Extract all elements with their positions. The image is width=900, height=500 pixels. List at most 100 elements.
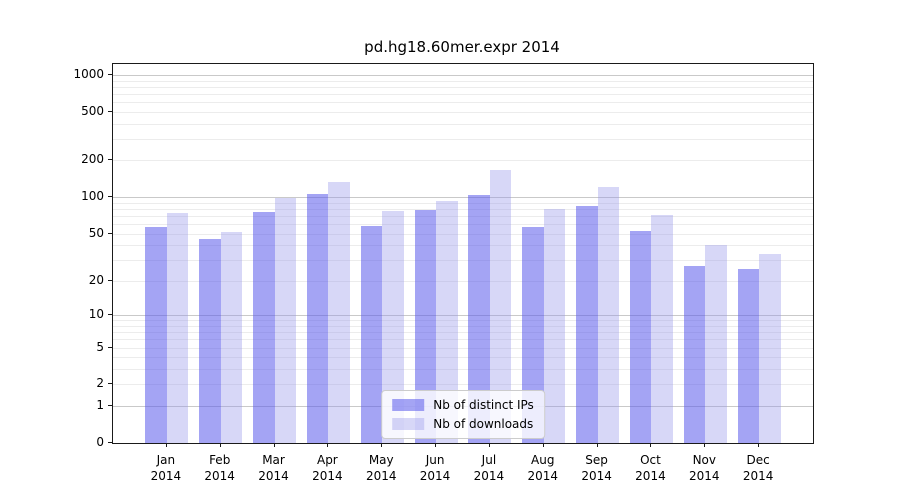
y-tick-label: 100: [81, 189, 104, 204]
x-tick-label: Feb 2014: [204, 453, 235, 483]
y-tick-label: 50: [88, 225, 104, 240]
y-tick-mark: [108, 279, 112, 281]
bar-jan-2014-s1: [166, 213, 189, 443]
gridline-minor: [113, 80, 813, 82]
x-tick-mark: [219, 443, 221, 447]
legend-swatch-downloads: [392, 418, 425, 430]
bar-sep-2014-s0: [576, 205, 598, 443]
gridline-major: [113, 315, 813, 317]
gridline-minor: [113, 280, 813, 282]
bar-mar-2014-s0: [253, 212, 275, 443]
x-tick-mark: [542, 443, 544, 447]
bar-aug-2014-s1: [543, 208, 566, 443]
x-tick-label: Oct 2014: [635, 453, 666, 483]
x-tick-label: Sep 2014: [581, 453, 612, 483]
x-tick-label: Dec 2014: [742, 453, 774, 483]
bar-jan-2014-s0: [145, 226, 167, 443]
y-tick-mark: [108, 442, 112, 443]
gridline-minor: [113, 332, 813, 334]
gridline-minor: [113, 86, 813, 88]
y-tick-mark: [108, 232, 112, 234]
y-tick-mark: [108, 383, 112, 385]
gridline-minor: [113, 369, 813, 371]
gridline-minor: [113, 320, 813, 322]
bar-apr-2014-s0: [306, 194, 329, 443]
legend-item-downloads: Nb of downloads: [392, 417, 534, 431]
y-tick-mark: [108, 346, 112, 348]
x-tick-mark: [273, 443, 275, 447]
gridline-minor: [113, 260, 813, 262]
y-tick-label: 200: [81, 152, 104, 167]
chart-title: pd.hg18.60mer.expr 2014: [364, 38, 560, 56]
plot-area: Nb of distinct IPs Nb of downloads: [112, 63, 814, 444]
x-tick-label: Jul 2014: [473, 453, 505, 483]
x-tick-label: May 2014: [365, 453, 397, 483]
gridline-minor: [113, 357, 813, 359]
x-tick-label: Jan 2014: [150, 453, 182, 483]
y-tick-mark: [108, 159, 112, 161]
x-tick-mark: [650, 443, 652, 447]
y-tick-label: 500: [81, 103, 104, 118]
gridline-minor: [113, 93, 813, 95]
gridline-minor: [113, 384, 813, 386]
x-tick-mark: [435, 443, 437, 447]
x-tick-label: Apr 2014: [312, 453, 343, 483]
legend-swatch-distinct-ips: [392, 399, 425, 411]
x-tick-mark: [165, 443, 167, 447]
y-tick-label: 1: [96, 398, 104, 413]
bar-jun-2014-s1: [436, 200, 458, 443]
bar-apr-2014-s1: [328, 182, 350, 443]
gridline-minor: [113, 160, 813, 162]
bar-jun-2014-s0: [414, 210, 437, 443]
bar-may-2014-s0: [360, 225, 383, 443]
gridline-minor: [113, 339, 813, 341]
y-tick-label: 0: [96, 435, 104, 449]
y-tick-label: 1000: [73, 66, 104, 81]
x-tick-label: Aug 2014: [527, 453, 559, 483]
legend-item-distinct-ips: Nb of distinct IPs: [392, 398, 534, 412]
gridline-minor: [113, 111, 813, 113]
gridline-minor: [113, 245, 813, 247]
y-tick-label: 20: [88, 272, 104, 287]
gridline-minor: [113, 208, 813, 210]
x-tick-label: Nov 2014: [689, 453, 720, 483]
x-tick-mark: [704, 443, 706, 447]
gridline-minor: [113, 123, 813, 125]
gridline-major: [113, 74, 813, 76]
bar-mar-2014-s1: [274, 197, 297, 443]
bar-feb-2014-s1: [220, 231, 243, 443]
gridline-major: [113, 197, 813, 199]
x-tick-label: Jun 2014: [419, 453, 451, 483]
y-tick-label: 10: [88, 307, 104, 322]
y-tick-label: 2: [96, 376, 104, 391]
bar-dec-2014-s1: [759, 253, 781, 443]
bar-may-2014-s1: [382, 210, 404, 443]
x-tick-mark: [758, 443, 760, 447]
legend: Nb of distinct IPs Nb of downloads: [381, 390, 545, 439]
bar-nov-2014-s1: [705, 245, 727, 443]
gridline-minor: [113, 224, 813, 226]
bar-jul-2014-s0: [468, 195, 490, 443]
gridline-minor: [113, 102, 813, 104]
x-tick-label: Mar 2014: [258, 453, 289, 483]
y-tick-label: 5: [96, 339, 104, 354]
bar-jul-2014-s1: [489, 170, 512, 443]
x-tick-mark: [327, 443, 329, 447]
y-tick-mark: [108, 405, 112, 407]
gridline-minor: [113, 138, 813, 140]
x-tick-mark: [381, 443, 383, 447]
bar-dec-2014-s0: [737, 269, 760, 443]
y-tick-mark: [108, 73, 112, 75]
x-tick-mark: [488, 443, 490, 447]
gridline-minor: [113, 233, 813, 235]
legend-label-downloads: Nb of downloads: [433, 417, 534, 431]
gridline-minor: [113, 215, 813, 217]
gridline-minor: [113, 325, 813, 327]
legend-label-distinct-ips: Nb of distinct IPs: [433, 398, 534, 412]
x-tick-mark: [596, 443, 598, 447]
bar-oct-2014-s1: [651, 215, 673, 443]
y-tick-mark: [108, 196, 112, 198]
bar-feb-2014-s0: [199, 239, 221, 443]
bar-oct-2014-s0: [629, 230, 652, 443]
